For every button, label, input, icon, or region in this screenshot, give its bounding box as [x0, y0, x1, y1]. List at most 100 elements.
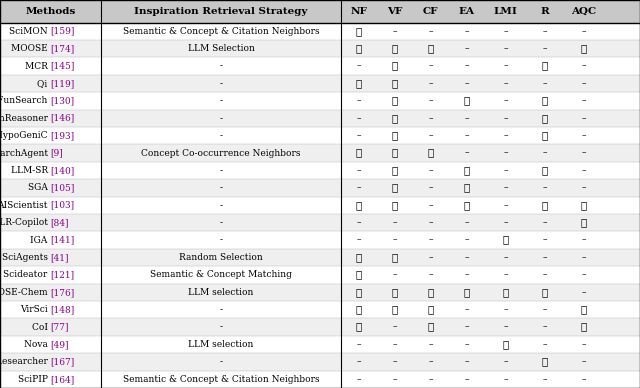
Bar: [0, 284, 640, 301]
Text: ✓: ✓: [463, 166, 470, 175]
Text: ✓: ✓: [541, 114, 548, 123]
Text: ✓: ✓: [581, 305, 587, 314]
Text: CF: CF: [423, 7, 438, 16]
Text: AIScientist: AIScientist: [0, 201, 51, 210]
Text: MLR-Copilot: MLR-Copilot: [0, 218, 51, 227]
Text: –: –: [356, 166, 362, 175]
Text: ✓: ✓: [541, 96, 548, 105]
Text: HypoGeniC: HypoGeniC: [0, 131, 51, 140]
Text: –: –: [428, 114, 433, 123]
Text: ResearchAgent [9]: ResearchAgent [9]: [8, 149, 93, 158]
Text: ✓: ✓: [356, 79, 362, 88]
Text: –: –: [428, 131, 433, 140]
Text: –: –: [428, 166, 433, 175]
Text: R: R: [540, 7, 549, 16]
Text: [121]: [121]: [51, 270, 75, 279]
Text: ✓: ✓: [392, 253, 398, 262]
Text: [77]: [77]: [51, 322, 69, 332]
Text: –: –: [356, 236, 362, 244]
Bar: [0, 353, 640, 371]
Text: [176]: [176]: [51, 288, 75, 297]
Bar: [0, 40, 640, 57]
Text: SGA: SGA: [28, 184, 51, 192]
Text: LLM Selection: LLM Selection: [188, 44, 255, 53]
Text: –: –: [464, 270, 469, 279]
Text: –: –: [356, 340, 362, 349]
Text: –: –: [464, 149, 469, 158]
Text: AQC: AQC: [572, 7, 596, 16]
Text: ✓: ✓: [356, 201, 362, 210]
Text: –: –: [464, 236, 469, 244]
Text: [146]: [146]: [51, 114, 75, 123]
Text: ✓: ✓: [428, 322, 434, 332]
Text: –: –: [503, 62, 508, 71]
Text: -: -: [220, 79, 223, 88]
Text: ✓: ✓: [392, 166, 398, 175]
Text: –: –: [542, 340, 547, 349]
Text: –: –: [392, 322, 397, 332]
Text: ✓: ✓: [428, 305, 434, 314]
Bar: [0, 266, 640, 284]
Text: MOOSE [174]: MOOSE [174]: [19, 44, 83, 53]
Text: –: –: [392, 218, 397, 227]
Bar: [0, 371, 640, 388]
Text: ✓: ✓: [463, 96, 470, 105]
Text: –: –: [464, 27, 469, 36]
Text: [193]: [193]: [51, 131, 75, 140]
Text: Random Selection: Random Selection: [179, 253, 263, 262]
Text: –: –: [503, 184, 508, 192]
Text: –: –: [503, 114, 508, 123]
Text: [105]: [105]: [51, 184, 75, 192]
Text: –: –: [464, 357, 469, 366]
Text: –: –: [582, 27, 586, 36]
Text: –: –: [464, 44, 469, 53]
Text: CoI: CoI: [32, 322, 51, 332]
Text: –: –: [503, 131, 508, 140]
Text: ✓: ✓: [541, 357, 548, 366]
Text: –: –: [542, 270, 547, 279]
Text: Semantic & Concept & Citation Neighbors: Semantic & Concept & Citation Neighbors: [123, 27, 319, 36]
Text: ✓: ✓: [541, 166, 548, 175]
Bar: [0, 231, 640, 249]
Text: –: –: [464, 79, 469, 88]
Text: –: –: [542, 218, 547, 227]
Text: SciPIP: SciPIP: [18, 375, 51, 384]
Text: –: –: [503, 96, 508, 105]
Text: ✓: ✓: [356, 288, 362, 297]
Text: SciAgents [41]: SciAgents [41]: [17, 253, 84, 262]
Text: ✓: ✓: [581, 44, 587, 53]
Text: [148]: [148]: [51, 305, 75, 314]
Text: IGA: IGA: [30, 236, 51, 244]
Text: –: –: [542, 375, 547, 384]
Bar: [0, 179, 640, 197]
Text: –: –: [582, 149, 586, 158]
Text: –: –: [356, 375, 362, 384]
Text: –: –: [392, 340, 397, 349]
Text: –: –: [542, 236, 547, 244]
Text: Concept Co-occurrence Neighbors: Concept Co-occurrence Neighbors: [141, 149, 301, 158]
Text: LLM-SR: LLM-SR: [11, 166, 51, 175]
Text: –: –: [503, 149, 508, 158]
Text: –: –: [503, 201, 508, 210]
Text: –: –: [582, 236, 586, 244]
Text: –: –: [428, 79, 433, 88]
Text: –: –: [428, 201, 433, 210]
Text: –: –: [392, 357, 397, 366]
Text: –: –: [503, 27, 508, 36]
Text: ✓: ✓: [392, 305, 398, 314]
Text: EA: EA: [459, 7, 475, 16]
Bar: [0, 23, 640, 40]
Text: Qi: Qi: [37, 79, 51, 88]
Text: –: –: [428, 340, 433, 349]
Text: Semantic & Concept & Citation Neighbors: Semantic & Concept & Citation Neighbors: [123, 375, 319, 384]
Text: ✓: ✓: [541, 131, 548, 140]
Bar: [0, 92, 640, 109]
Text: –: –: [428, 62, 433, 71]
Text: Semantic & Concept Matching: Semantic & Concept Matching: [150, 270, 292, 279]
Text: [130]: [130]: [51, 96, 75, 105]
Text: –: –: [582, 184, 586, 192]
Text: ✓: ✓: [428, 288, 434, 297]
Text: MLR-Copilot [84]: MLR-Copilot [84]: [11, 218, 90, 227]
Text: VirSci [148]: VirSci [148]: [23, 305, 78, 314]
Text: ✓: ✓: [463, 288, 470, 297]
